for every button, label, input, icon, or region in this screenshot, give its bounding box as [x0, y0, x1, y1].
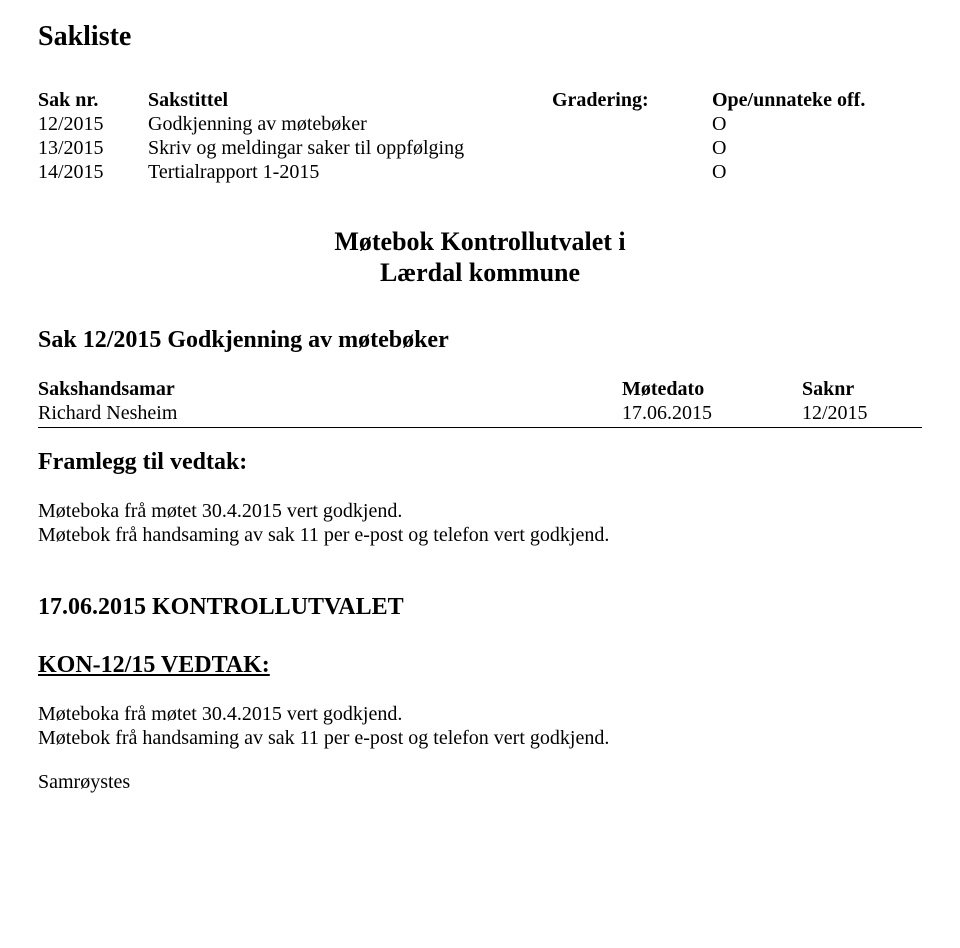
- framlegg-heading: Framlegg til vedtak:: [38, 448, 922, 477]
- sh-saknr-label: Saknr: [802, 377, 922, 401]
- cell-nr: 12/2015: [38, 112, 148, 136]
- sh-values: Richard Nesheim 17.06.2015 12/2015: [38, 401, 922, 425]
- cell-title: Tertialrapport 1-2015: [148, 160, 552, 184]
- cell-nr: 13/2015: [38, 136, 148, 160]
- cell-title: Skriv og meldingar saker til oppfølging: [148, 136, 552, 160]
- table-row: 12/2015 Godkjenning av møtebøker O: [38, 112, 922, 136]
- section-title: Møtebok Kontrollutvalet i Lærdal kommune: [38, 226, 922, 288]
- col-header-grad: Gradering:: [552, 88, 712, 112]
- vedtak-line2: Møtebok frå handsaming av sak 11 per e-p…: [38, 726, 922, 750]
- cell-ope: O: [712, 112, 922, 136]
- divider: [38, 427, 922, 428]
- framlegg-line2: Møtebok frå handsaming av sak 11 per e-p…: [38, 523, 922, 547]
- table-row: 14/2015 Tertialrapport 1-2015 O: [38, 160, 922, 184]
- section-title-line1: Møtebok Kontrollutvalet i: [38, 226, 922, 257]
- vedtak-heading: KON-12/15 VEDTAK:: [38, 651, 922, 680]
- cell-nr: 14/2015: [38, 160, 148, 184]
- cell-title: Godkjenning av møtebøker: [148, 112, 552, 136]
- vedtak-line1: Møteboka frå møtet 30.4.2015 vert godkje…: [38, 702, 922, 726]
- cell-grad: [552, 136, 712, 160]
- cell-grad: [552, 112, 712, 136]
- sh-name-label: Sakshandsamar: [38, 377, 622, 401]
- framlegg-line1: Møteboka frå møtet 30.4.2015 vert godkje…: [38, 499, 922, 523]
- sh-header: Sakshandsamar Møtedato Saknr: [38, 377, 922, 401]
- cell-ope: O: [712, 160, 922, 184]
- framlegg-body: Møteboka frå møtet 30.4.2015 vert godkje…: [38, 499, 922, 547]
- cell-grad: [552, 160, 712, 184]
- col-header-nr: Sak nr.: [38, 88, 148, 112]
- col-header-ope: Ope/unnateke off.: [712, 88, 922, 112]
- table-row: 13/2015 Skriv og meldingar saker til opp…: [38, 136, 922, 160]
- sak-table: Sak nr. Sakstittel Gradering: Ope/unnate…: [38, 88, 922, 184]
- vedtak-body: Møteboka frå møtet 30.4.2015 vert godkje…: [38, 702, 922, 750]
- page-title: Sakliste: [38, 20, 922, 54]
- sh-name: Richard Nesheim: [38, 401, 622, 425]
- ku-heading: 17.06.2015 KONTROLLUTVALET: [38, 593, 922, 622]
- samroystes: Samrøystes: [38, 770, 922, 794]
- sh-date-label: Møtedato: [622, 377, 802, 401]
- sh-saknr: 12/2015: [802, 401, 922, 425]
- sakshandsamar-block: Sakshandsamar Møtedato Saknr Richard Nes…: [38, 377, 922, 425]
- sh-date: 17.06.2015: [622, 401, 802, 425]
- sak-table-header: Sak nr. Sakstittel Gradering: Ope/unnate…: [38, 88, 922, 112]
- col-header-title: Sakstittel: [148, 88, 552, 112]
- sak-heading: Sak 12/2015 Godkjenning av møtebøker: [38, 326, 922, 355]
- cell-ope: O: [712, 136, 922, 160]
- section-title-line2: Lærdal kommune: [38, 257, 922, 288]
